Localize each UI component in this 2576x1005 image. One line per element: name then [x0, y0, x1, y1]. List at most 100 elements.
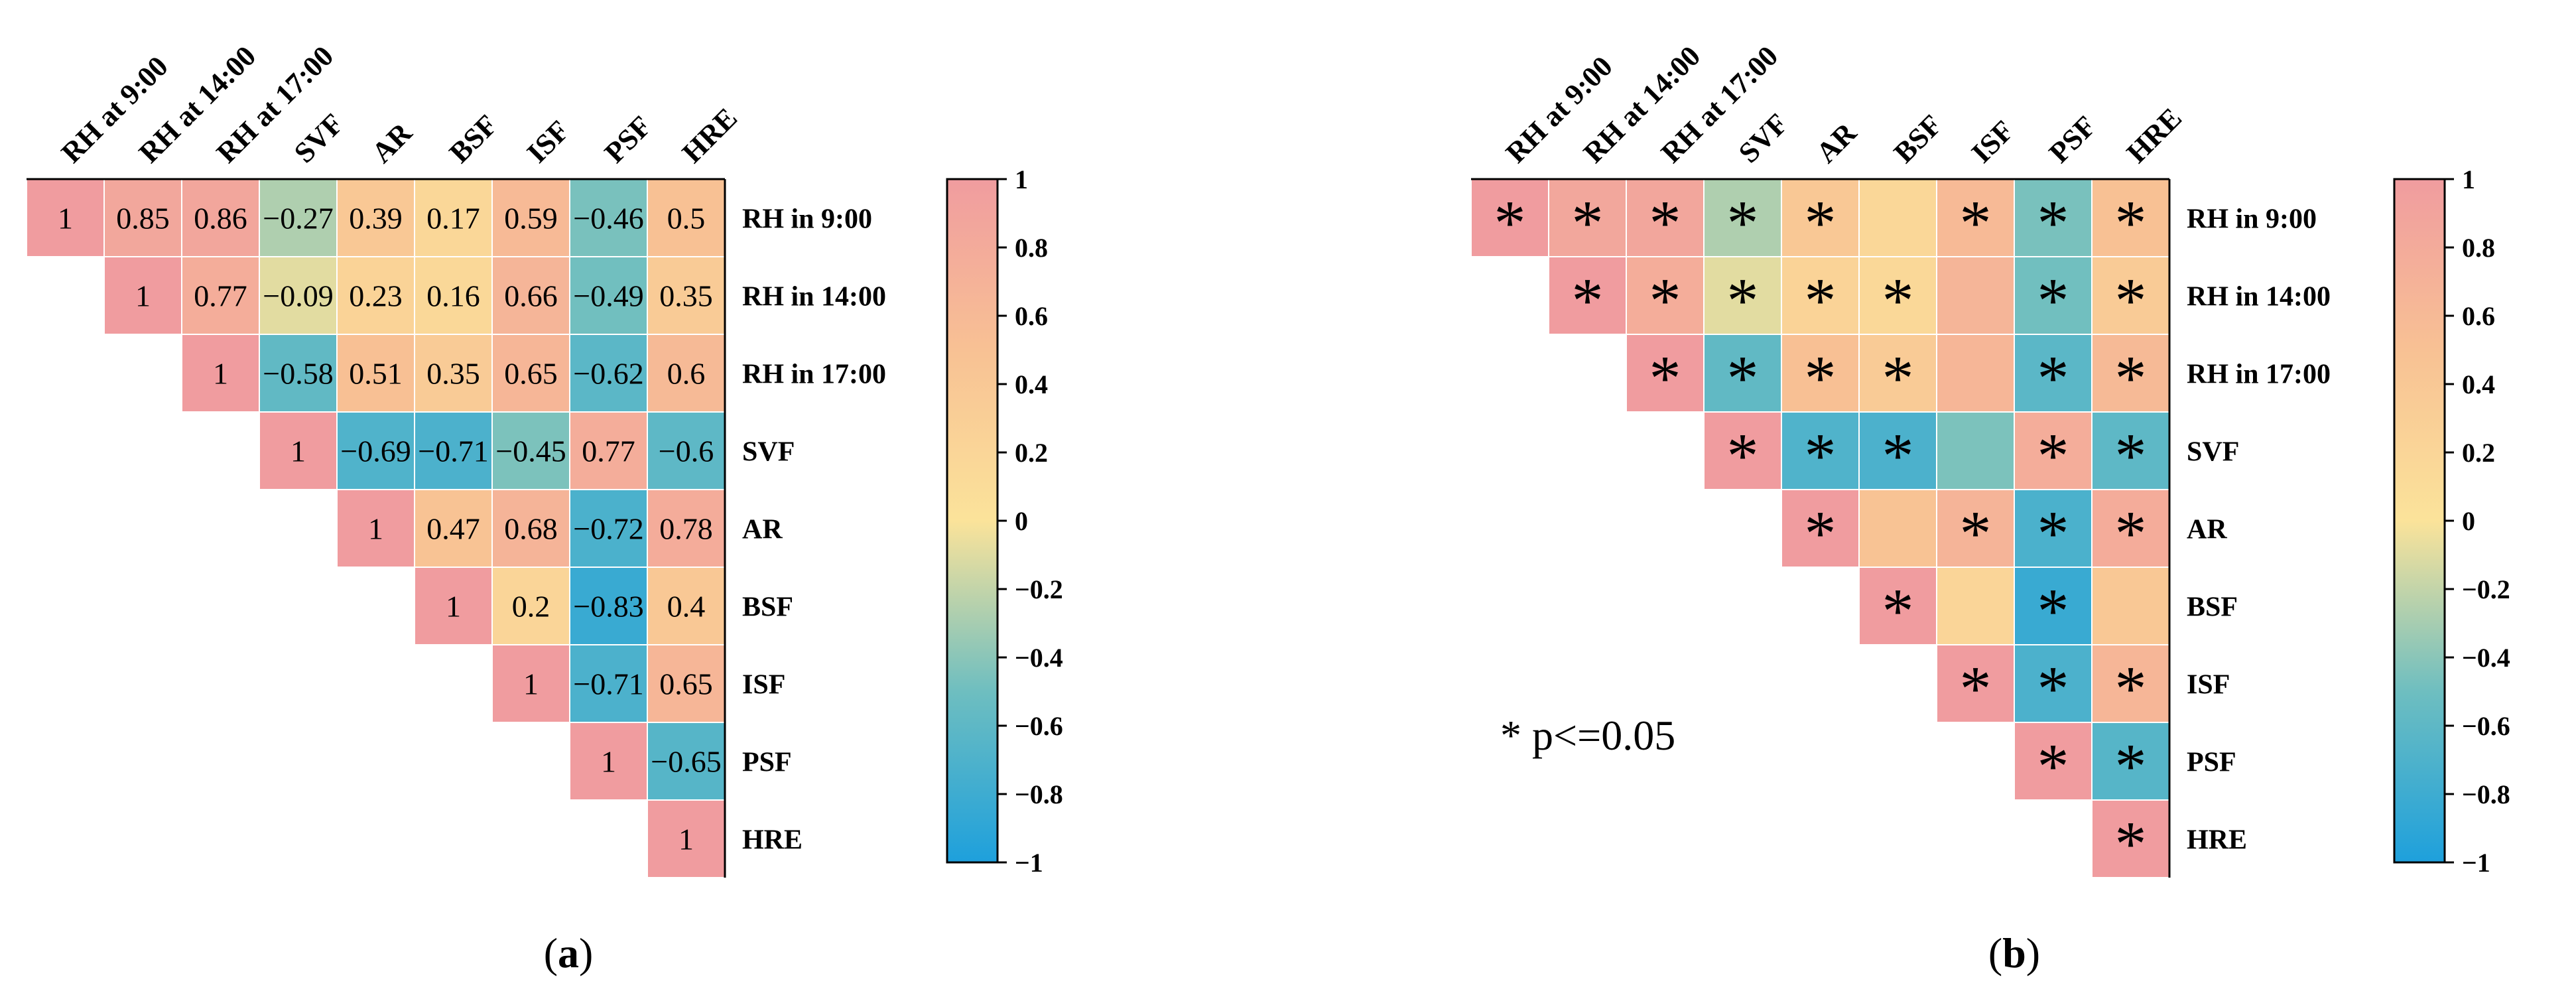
- panel-b-cell-r3-c8: [2014, 334, 2093, 413]
- panel-a-colorbar: 1 0.8 0.6 0.4 0.2 0 −0.2 −0.4 −0.6 −0.8 −1: [946, 165, 1063, 878]
- panel-a-cell-value: −0.71: [573, 667, 643, 701]
- panel-a-cell-value: 0.68: [504, 512, 558, 546]
- panel-a-cell-value: 0.39: [349, 202, 403, 235]
- panel-a-cell-value: −0.69: [340, 435, 411, 468]
- panel-a-cell-value: −0.49: [573, 279, 643, 313]
- panel-b-significance-marker: *: [2037, 498, 2069, 569]
- panel-b-row-label: AR: [2187, 515, 2227, 545]
- panel-a-cell-value: 0.4: [667, 590, 706, 624]
- panel-a-cell-r2-c9: [647, 256, 726, 335]
- panel-b-significance-marker: *: [1649, 188, 1681, 259]
- panel-a-cell-value: 1: [601, 745, 616, 779]
- panel-b-cell-r5-c5: [1781, 489, 1860, 568]
- panel-b-significance-marker: *: [1727, 343, 1759, 414]
- panel-a-cell-value: −0.72: [573, 512, 643, 546]
- panel-a-cell-r2-c6: [414, 256, 493, 335]
- panel-b-cell-r2-c6: [1858, 256, 1937, 335]
- panel-b-cell-r2-c7: [1936, 256, 2015, 335]
- panel-a-cell-r3-c7: [491, 334, 570, 413]
- panel-b-cell-r3-c3: [1626, 334, 1705, 413]
- panel-b-row-label: RH in 14:00: [2187, 282, 2331, 312]
- panel-b-significance-marker: *: [2037, 576, 2069, 647]
- panel-b-column-label: HRE: [2120, 101, 2188, 169]
- panel-a-row-label: RH in 14:00: [742, 282, 886, 312]
- panel-a-label: (a): [544, 929, 594, 976]
- panel-a-cell-value: 1: [368, 512, 383, 546]
- panel-a-cell-value: −0.65: [651, 745, 721, 779]
- panel-b-significance-marker: *: [2037, 188, 2069, 259]
- panel-b-column-label: ISF: [1965, 114, 2020, 169]
- panel-b-significance-marker: *: [2115, 188, 2147, 259]
- panel-a-cell-r1-c8: [569, 178, 648, 257]
- panel-a-cell-r1-c2: [103, 178, 182, 257]
- panel-b-cell-r5-c6: [1858, 489, 1937, 568]
- panel-a-row-label: HRE: [742, 825, 803, 856]
- panel-b-row-label: HRE: [2187, 825, 2247, 856]
- panel-b-colorbar: 1 0.8 0.6 0.4 0.2 0 −0.2 −0.4 −0.6 −0.8 −1: [2393, 165, 2510, 878]
- panel-a-column-label: BSF: [443, 108, 504, 169]
- panel-b-cell-r2-c5: [1781, 256, 1860, 335]
- panel-a-cell-value: −0.27: [263, 202, 333, 235]
- panel-b-cell-r4-c5: [1781, 411, 1860, 490]
- panel-b-significance-marker: *: [2115, 498, 2147, 569]
- panel-b-colorbar-tick-label: −0.4: [2462, 643, 2510, 673]
- panel-b-cell-r6-c9: [2091, 567, 2170, 645]
- panel-a-cell-r3-c3: [181, 334, 260, 413]
- panel-a-cell-value: 0.16: [426, 279, 480, 313]
- panel-b-colorbar-tick-label: −0.6: [2462, 711, 2510, 741]
- panel-a-cell-r6-c7: [491, 567, 570, 645]
- panel-b-significance-marker: *: [1805, 265, 1836, 336]
- panel-a-column-label: PSF: [598, 109, 658, 169]
- panel-b-significance-marker: *: [2115, 731, 2147, 802]
- panel-b-column-label: BSF: [1888, 108, 1949, 169]
- panel-b-cell-r2-c3: [1626, 256, 1705, 335]
- panel-b-cell-r8-c8: [2014, 722, 2093, 801]
- panel-b-colorbar-tick-label: 0.4: [2462, 369, 2495, 399]
- panel-a-row-label: RH in 17:00: [742, 360, 886, 390]
- panel-a-cell-r8-c8: [569, 722, 648, 801]
- panel-a-colorbar-tick-label: 0.4: [1015, 369, 1048, 399]
- panel-a-cell-value: 0.78: [659, 512, 713, 546]
- panel-b-significance-marker: *: [1727, 421, 1759, 492]
- panel-a-cell-r1-c1: [26, 178, 105, 257]
- panel-b-significance-marker: *: [1882, 421, 1914, 492]
- panel-b-column-label: SVF: [1732, 107, 1794, 169]
- panel-a-row-label: SVF: [742, 437, 795, 468]
- panel-b-significance-marker: *: [2115, 343, 2147, 414]
- panel-b-cell-r1-c2: [1548, 178, 1627, 257]
- panel-a-cell-r6-c6: [414, 567, 493, 645]
- panel-a-column-label: ISF: [521, 114, 576, 169]
- panel-b-significance-marker: *: [1960, 498, 1992, 569]
- panel-b-cell-r8-c9: [2091, 722, 2170, 801]
- panel-a-cell-value: 0.2: [512, 590, 550, 624]
- panel-a-row-label: AR: [742, 515, 783, 545]
- significance-annotation: * p<=0.05: [1500, 712, 1675, 759]
- panel-a-cell-r3-c8: [569, 334, 648, 413]
- panel-b-significance-marker: *: [1960, 653, 1992, 724]
- panel-a-cell-value: 0.5: [667, 202, 706, 235]
- panel-b-significance-marker: *: [1882, 343, 1914, 414]
- panel-a-cell-r2-c4: [259, 256, 338, 335]
- panel-a-cell-value: 0.85: [116, 202, 170, 235]
- panel-b-colorbar-tick-label: −0.2: [2462, 574, 2510, 604]
- panel-b-cell-r1-c6: [1858, 178, 1937, 257]
- panel-a-colorbar-gradient: [946, 178, 999, 864]
- panel-b-row-label: RH in 17:00: [2187, 360, 2331, 390]
- panel-a-cell-r3-c6: [414, 334, 493, 413]
- panel-a-cell-value: 1: [446, 590, 461, 624]
- panel-a-cell-r7-c7: [491, 644, 570, 723]
- panel-b-colorbar-tick-label: −0.8: [2462, 779, 2510, 809]
- panel-a-cell-r3-c5: [336, 334, 415, 413]
- panel-b-cell-r4-c8: [2014, 411, 2093, 490]
- panel-b-significance-marker: *: [1960, 188, 1992, 259]
- panel-b-significance-heatmap: * * * * * * * ** * * * * * ** * * * * ** * * * ** * * ** ** * ** ** R…: [1470, 40, 2510, 976]
- panel-b-cell-r2-c2: [1548, 256, 1627, 335]
- panel-a-column-label: HRE: [676, 101, 743, 169]
- panel-a-cell-r5-c5: [336, 489, 415, 568]
- panel-a-colorbar-tick-label: 0.8: [1015, 233, 1048, 263]
- panel-b-colorbar-gradient: [2393, 178, 2446, 864]
- panel-a-cell-value: 0.65: [659, 667, 713, 701]
- panel-b-colorbar-tick-label: 0.2: [2462, 438, 2495, 468]
- panel-b-significance-marker: *: [1727, 188, 1759, 259]
- panel-a-colorbar-tick-label: −0.4: [1015, 643, 1063, 673]
